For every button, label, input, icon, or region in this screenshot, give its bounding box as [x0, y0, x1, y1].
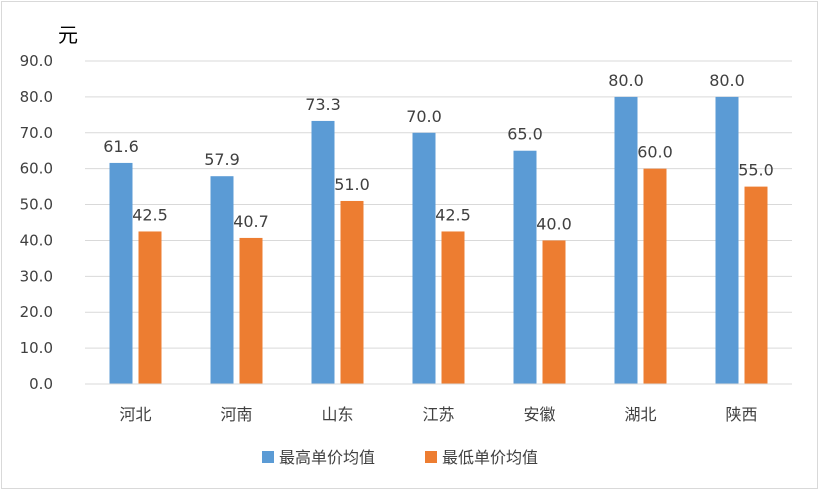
bar-min	[744, 186, 768, 384]
data-label-max: 70.0	[406, 107, 442, 126]
bar-max	[109, 162, 133, 384]
gridlines	[85, 60, 792, 349]
y-tick-label: 50.0	[20, 196, 53, 214]
unit-label: 元	[58, 23, 78, 47]
data-label-min: 51.0	[334, 175, 370, 194]
bar-max	[715, 96, 739, 384]
y-tick-label: 80.0	[20, 88, 53, 106]
y-tick-label: 30.0	[20, 267, 53, 285]
data-label-min: 60.0	[637, 143, 673, 162]
category-label: 湖北	[624, 405, 656, 424]
category-label: 河北	[119, 405, 151, 424]
legend-swatch-max	[262, 451, 274, 463]
data-label-max: 80.0	[608, 71, 644, 90]
y-tick-label: 40.0	[20, 231, 53, 249]
bar-min	[138, 231, 162, 384]
data-label-min: 40.7	[233, 212, 269, 231]
data-label-min: 42.5	[435, 205, 471, 224]
data-label-min: 55.0	[738, 161, 774, 180]
legend-label-max: 最高单价均值	[279, 448, 375, 467]
y-tick-label: 20.0	[20, 303, 53, 321]
legend-label-min: 最低单价均值	[442, 448, 538, 467]
bar-max	[614, 96, 638, 384]
y-tick-label: 60.0	[20, 160, 53, 178]
category-label: 山东	[321, 405, 353, 424]
bar-min	[643, 168, 667, 384]
bar-min	[441, 231, 465, 384]
category-label: 陕西	[725, 405, 757, 424]
data-labels: 61.6 42.5 57.9 40.7 73.3 51.0 70.0 42.5 65.0 40.0…	[103, 71, 774, 234]
data-label-max: 80.0	[709, 71, 745, 90]
bars	[109, 96, 768, 384]
category-label: 江苏	[422, 405, 454, 424]
legend-swatch-min	[425, 451, 437, 463]
data-label-min: 42.5	[132, 205, 168, 224]
category-label: 安徽	[523, 405, 555, 424]
bar-max	[311, 120, 335, 384]
bar-min	[340, 200, 364, 384]
y-tick-label: 70.0	[20, 124, 53, 142]
y-tick-label: 10.0	[20, 339, 53, 357]
y-tick-label: 0.0	[29, 375, 53, 393]
category-label: 河南	[220, 405, 252, 424]
data-label-max: 73.3	[305, 95, 341, 114]
data-label-min: 40.0	[536, 214, 572, 233]
data-label-max: 57.9	[204, 150, 240, 169]
legend: 最高单价均值 最低单价均值	[262, 448, 538, 467]
bar-min	[542, 240, 566, 384]
bar-max	[412, 132, 436, 384]
bar-min	[239, 237, 263, 384]
y-tick-label: 90.0	[20, 52, 53, 70]
data-label-max: 61.6	[103, 137, 139, 156]
bar-max	[513, 150, 537, 384]
data-label-max: 65.0	[507, 125, 543, 144]
bar-max	[210, 176, 234, 384]
x-axis-categories: 河北 河南 山东 江苏 安徽 湖北 陕西	[119, 405, 757, 424]
y-axis-ticks: 0.0 10.0 20.0 30.0 40.0 50.0 60.0 70.0 80.0 90.0	[20, 52, 53, 393]
